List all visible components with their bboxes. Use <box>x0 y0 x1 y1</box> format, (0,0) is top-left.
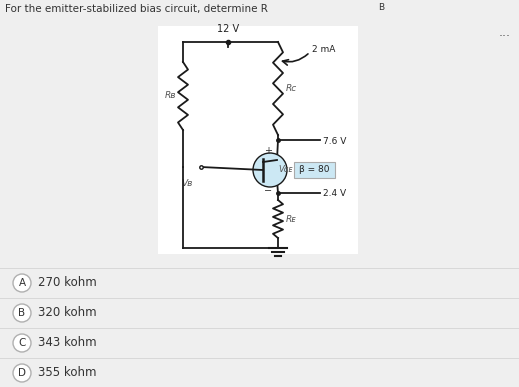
Text: 2 mA: 2 mA <box>312 46 335 55</box>
Circle shape <box>13 334 31 352</box>
FancyBboxPatch shape <box>158 26 358 254</box>
Text: 343 kohm: 343 kohm <box>38 337 97 349</box>
Circle shape <box>253 153 287 187</box>
Text: 320 kohm: 320 kohm <box>38 307 97 320</box>
Text: −: − <box>264 186 272 196</box>
Text: 2.4 V: 2.4 V <box>323 190 346 199</box>
Text: 12 V: 12 V <box>217 24 239 34</box>
Text: For the emitter-stabilized bias circuit, determine R: For the emitter-stabilized bias circuit,… <box>5 4 268 14</box>
Text: D: D <box>18 368 26 378</box>
Text: Vʙ: Vʙ <box>181 179 193 188</box>
Text: A: A <box>19 278 25 288</box>
Text: B: B <box>19 308 25 318</box>
Text: ...: ... <box>499 26 511 39</box>
Circle shape <box>13 364 31 382</box>
Text: Rᴇ: Rᴇ <box>286 214 297 224</box>
Circle shape <box>13 274 31 292</box>
Text: B: B <box>378 3 384 12</box>
FancyBboxPatch shape <box>294 161 335 178</box>
Text: 7.6 V: 7.6 V <box>323 137 346 146</box>
Text: β = 80: β = 80 <box>299 165 329 174</box>
Text: Rʙ: Rʙ <box>165 91 176 101</box>
Text: 270 kohm: 270 kohm <box>38 276 97 289</box>
Text: +: + <box>264 146 272 156</box>
Circle shape <box>13 304 31 322</box>
Text: C: C <box>18 338 25 348</box>
Text: Rᴄ: Rᴄ <box>286 84 297 93</box>
Text: 355 kohm: 355 kohm <box>38 366 97 380</box>
Text: Vᴄᴇ: Vᴄᴇ <box>278 165 293 174</box>
